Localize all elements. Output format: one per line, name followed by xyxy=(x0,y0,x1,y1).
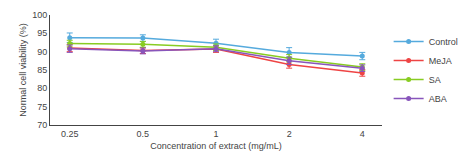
svg-text:1: 1 xyxy=(213,129,218,139)
svg-text:90: 90 xyxy=(37,47,47,57)
svg-text:70: 70 xyxy=(37,120,47,130)
svg-text:Control: Control xyxy=(429,37,458,47)
svg-text:ABA: ABA xyxy=(429,94,447,104)
svg-text:2: 2 xyxy=(287,129,292,139)
svg-text:SA: SA xyxy=(429,75,441,85)
svg-text:4: 4 xyxy=(360,129,365,139)
svg-text:85: 85 xyxy=(37,65,47,75)
svg-text:95: 95 xyxy=(37,28,47,38)
svg-text:MeJA: MeJA xyxy=(429,56,452,66)
svg-text:Concentration of extract (mg/m: Concentration of extract (mg/mL) xyxy=(150,141,282,151)
svg-text:0.25: 0.25 xyxy=(61,129,79,139)
svg-text:100: 100 xyxy=(32,10,47,20)
svg-text:0.5: 0.5 xyxy=(137,129,150,139)
svg-text:75: 75 xyxy=(37,102,47,112)
svg-text:Normal cell viability (%): Normal cell viability (%) xyxy=(18,23,28,117)
svg-text:80: 80 xyxy=(37,83,47,93)
